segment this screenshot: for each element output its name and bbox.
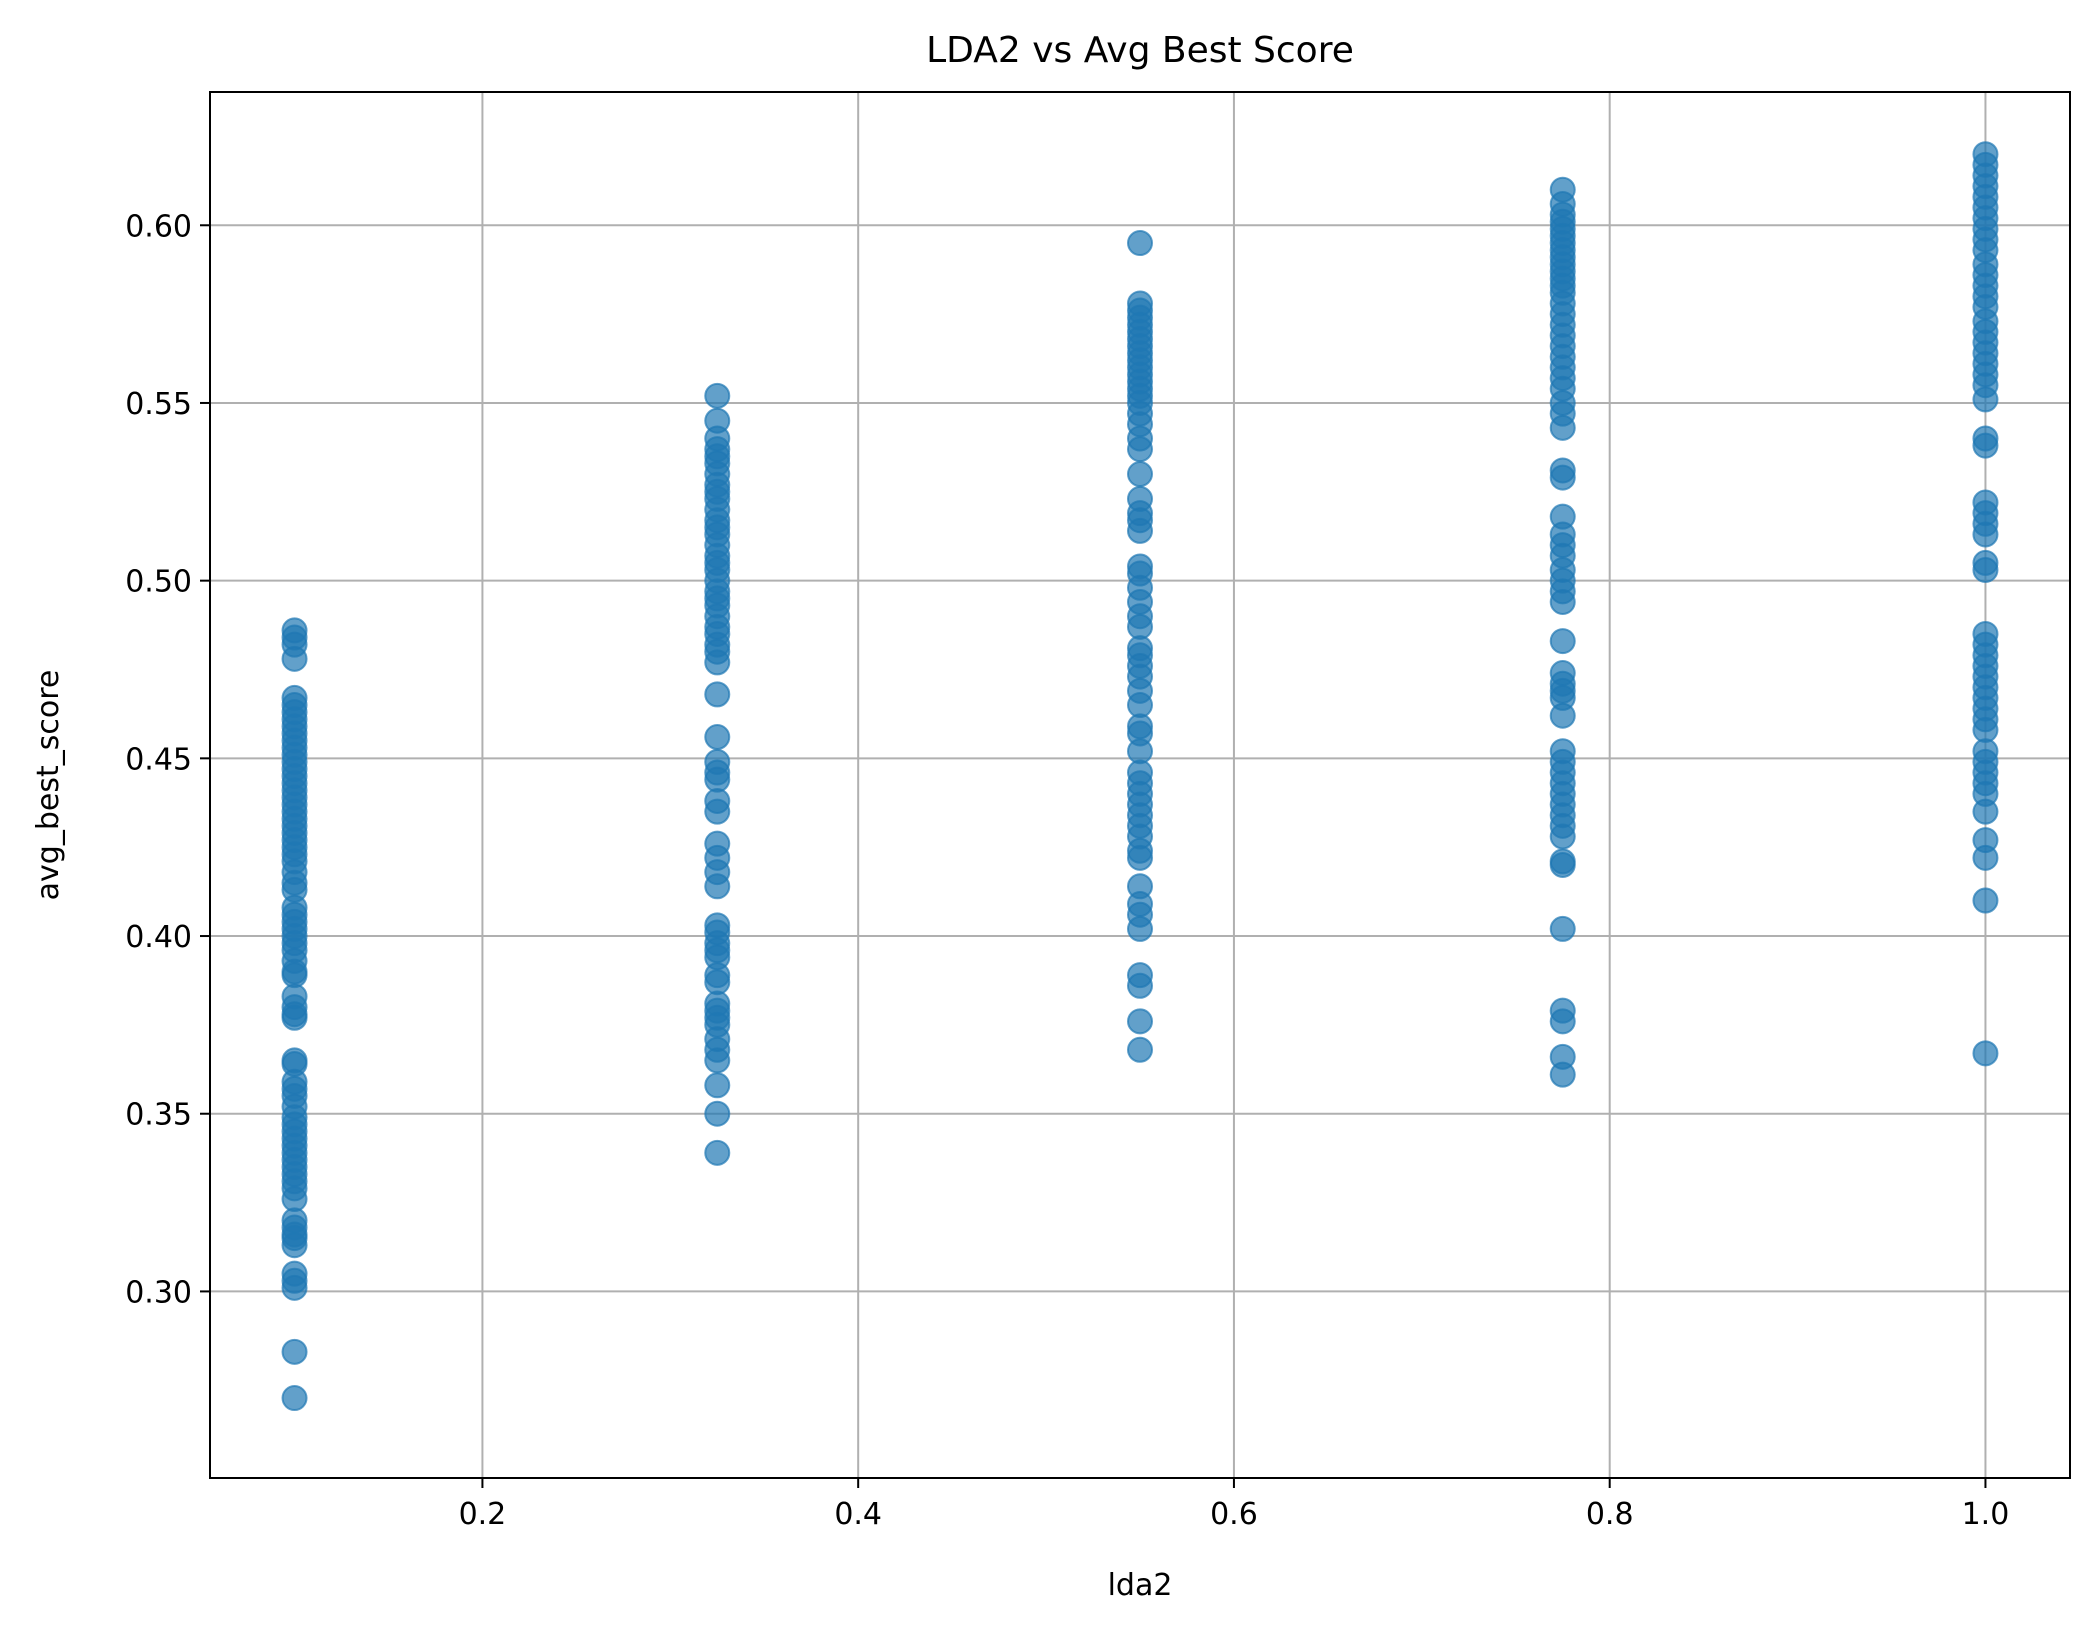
data-point xyxy=(281,1004,308,1031)
x-tick-label: 0.4 xyxy=(834,1497,882,1532)
data-point xyxy=(1127,1036,1153,1063)
data-point xyxy=(1549,1061,1576,1088)
y-axis-label: avg_best_score xyxy=(31,670,66,901)
data-point xyxy=(281,1274,308,1301)
data-point xyxy=(1127,461,1153,488)
data-point xyxy=(281,1385,308,1412)
data-point xyxy=(704,1100,731,1127)
data-point xyxy=(1549,464,1576,491)
x-axis-label: lda2 xyxy=(1108,1568,1173,1603)
data-point xyxy=(1972,521,1999,548)
data-point xyxy=(1127,972,1153,999)
data-point xyxy=(704,649,731,676)
y-tick-label: 0.35 xyxy=(125,1098,192,1133)
data-point xyxy=(1549,702,1576,729)
x-tick-label: 0.8 xyxy=(1586,1497,1634,1532)
y-tick-label: 0.55 xyxy=(125,387,192,422)
data-point xyxy=(1549,1008,1576,1035)
y-axis-ticks: 0.30 0.35 0.40 0.45 0.50 0.55 0.60 xyxy=(125,209,210,1310)
data-point xyxy=(1972,556,1999,583)
data-point xyxy=(1549,628,1576,655)
data-point xyxy=(1127,844,1153,871)
data-point xyxy=(1972,1040,1999,1067)
data-point xyxy=(1549,823,1576,850)
data-point xyxy=(704,1139,731,1166)
data-point xyxy=(704,1072,731,1099)
x-tick-label: 0.2 xyxy=(459,1497,507,1532)
data-point xyxy=(1127,1008,1153,1035)
data-point xyxy=(1549,915,1576,942)
data-point xyxy=(1127,230,1153,257)
y-tick-label: 0.40 xyxy=(125,920,192,955)
y-tick-label: 0.60 xyxy=(125,209,192,244)
data-point xyxy=(704,681,731,708)
data-point xyxy=(1972,386,1999,413)
data-points xyxy=(281,141,1999,1412)
x-tick-label: 0.6 xyxy=(1210,1497,1258,1532)
data-point xyxy=(704,873,731,900)
x-axis-ticks: 0.2 0.4 0.6 0.8 1.0 xyxy=(459,1478,2010,1532)
data-point xyxy=(1972,432,1999,459)
data-point xyxy=(704,382,731,409)
data-point xyxy=(1127,436,1153,463)
data-point xyxy=(1127,915,1153,942)
data-point xyxy=(704,724,731,751)
data-point xyxy=(1972,844,1999,871)
data-point xyxy=(281,1338,308,1365)
x-tick-label: 1.0 xyxy=(1962,1497,2010,1532)
data-point xyxy=(281,1232,308,1259)
data-point xyxy=(1549,851,1576,878)
data-point xyxy=(1972,887,1999,914)
data-point xyxy=(1127,517,1153,544)
data-point xyxy=(281,645,308,672)
data-point xyxy=(1972,798,1999,825)
y-tick-label: 0.30 xyxy=(125,1275,192,1310)
data-point xyxy=(704,1047,731,1074)
data-point xyxy=(704,798,731,825)
plot-frame xyxy=(209,91,2071,1479)
y-tick-label: 0.45 xyxy=(125,742,192,777)
data-point xyxy=(1549,414,1576,441)
y-tick-label: 0.50 xyxy=(125,565,192,600)
data-point xyxy=(1549,588,1576,615)
chart-title: LDA2 vs Avg Best Score xyxy=(926,30,1354,71)
